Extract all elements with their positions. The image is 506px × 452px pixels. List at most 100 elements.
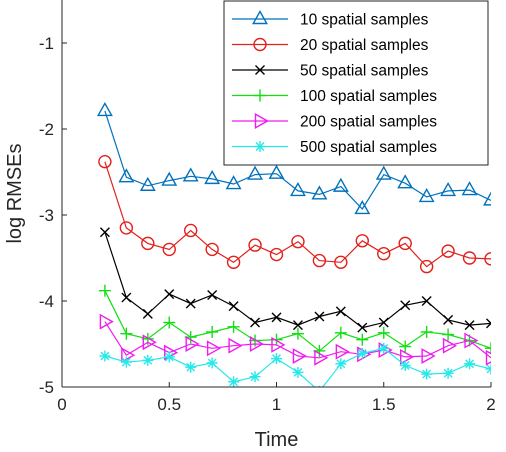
data-point [442, 367, 454, 379]
legend-entry: 500 spatial samples [232, 139, 437, 156]
series-line [104, 110, 491, 210]
data-point [162, 242, 176, 257]
data-point [419, 259, 434, 274]
data-point [96, 102, 113, 117]
data-point [249, 336, 264, 352]
data-point [377, 326, 390, 339]
data-point [418, 188, 435, 203]
data-point [356, 333, 369, 346]
series-2 [98, 154, 491, 274]
legend-label: 500 spatial samples [300, 139, 437, 156]
data-point [441, 244, 455, 258]
data-point [269, 247, 284, 262]
data-point [121, 347, 136, 364]
data-point [335, 358, 347, 370]
axes-layer: 0 0.5 1 1.5 2 -1 -2 -3 -4 -5 [39, 0, 496, 414]
data-point [228, 376, 240, 387]
data-point [99, 350, 111, 362]
data-point [485, 342, 491, 355]
data-point [334, 255, 348, 269]
data-point [462, 251, 477, 265]
data-point [204, 169, 221, 185]
legend-entry: 20 spatial samples [232, 37, 429, 54]
data-point [227, 320, 240, 333]
data-point [271, 336, 286, 353]
data-point [185, 336, 200, 352]
data-point [335, 306, 346, 317]
data-point [356, 347, 368, 359]
y-tick-label: -4 [39, 292, 54, 311]
data-point [314, 349, 329, 366]
data-point [118, 168, 135, 183]
data-point [378, 342, 390, 354]
data-point [228, 337, 243, 354]
data-point [375, 165, 392, 180]
data-point [98, 284, 111, 297]
data-point [442, 328, 455, 341]
data-point [378, 317, 389, 328]
data-point [120, 356, 132, 368]
legend-label: 200 spatial samples [300, 114, 437, 131]
y-tick-label: -3 [39, 206, 54, 225]
data-point [354, 200, 371, 215]
legend-marker [254, 89, 266, 102]
data-point [205, 242, 219, 257]
data-point [268, 164, 285, 179]
data-point [292, 348, 307, 364]
data-point [290, 181, 306, 197]
data-point [225, 175, 242, 190]
legend-box [223, 0, 489, 166]
data-point [271, 353, 282, 365]
data-point [312, 253, 327, 268]
x-tick-label: 0.5 [157, 395, 181, 414]
series-6 [99, 342, 491, 387]
data-point [311, 185, 328, 200]
data-point [164, 289, 175, 300]
data-point [400, 300, 411, 311]
legend-entry: 200 spatial samples [232, 113, 437, 131]
data-point [226, 255, 241, 269]
data-point [291, 234, 305, 249]
x-tick-label: 0 [57, 395, 66, 414]
data-point [183, 223, 198, 238]
data-point [400, 348, 415, 365]
data-point [355, 234, 369, 248]
data-point [398, 236, 412, 251]
legend-label: 50 spatial samples [300, 63, 429, 80]
data-point [247, 165, 263, 180]
data-point [292, 320, 303, 331]
data-point [161, 171, 178, 186]
data-point [440, 181, 457, 197]
data-point [120, 327, 133, 340]
data-point [485, 363, 491, 375]
data-point [334, 326, 347, 339]
series-layer [96, 102, 491, 387]
data-point [142, 334, 157, 351]
data-point [249, 371, 261, 383]
data-point [121, 292, 132, 303]
data-point [292, 366, 304, 378]
data-point [421, 348, 436, 364]
data-point [464, 332, 479, 349]
data-point [163, 316, 176, 329]
data-point [421, 296, 432, 306]
legend-label: 10 spatial samples [300, 12, 429, 29]
data-point [421, 368, 433, 380]
series-1 [96, 102, 491, 215]
data-point [399, 360, 411, 371]
legend-entry: 50 spatial samples [232, 63, 429, 80]
data-point [357, 346, 372, 363]
data-point [486, 318, 491, 329]
data-point [182, 167, 199, 182]
data-point [185, 298, 196, 309]
x-axis-title: Time [255, 429, 299, 451]
legend: 10 spatial samples 20 spatial samples 50 s… [223, 0, 489, 166]
legend-label: 100 spatial samples [300, 88, 437, 105]
data-point [357, 322, 368, 333]
data-point [461, 181, 478, 196]
data-point [207, 289, 218, 300]
data-point [141, 236, 155, 251]
y-tick-label: -2 [39, 120, 54, 139]
data-point [98, 154, 112, 169]
